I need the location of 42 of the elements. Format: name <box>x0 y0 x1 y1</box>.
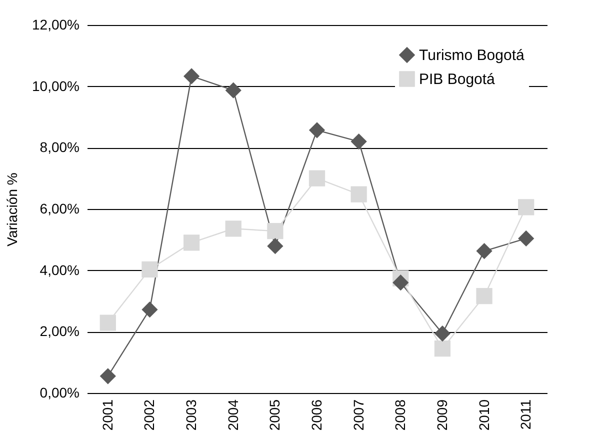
y-axis-title: Variación % <box>4 172 20 246</box>
y-tick-label: 0,00% <box>40 384 80 400</box>
point <box>518 199 534 216</box>
x-tick-label: 2011 <box>518 399 534 430</box>
x-tick-label: 2010 <box>476 399 492 431</box>
point <box>183 234 200 251</box>
point <box>476 242 492 260</box>
point <box>350 133 367 150</box>
point <box>142 302 158 318</box>
x-tick-label: 2006 <box>308 399 324 431</box>
point <box>267 238 284 254</box>
y-tick-label: 8,00% <box>40 139 80 156</box>
x-tick-label: 2007 <box>350 399 366 431</box>
legend-label: Turismo Bogotá <box>419 47 525 64</box>
y-tick-label: 6,00% <box>40 200 80 216</box>
point <box>100 368 116 384</box>
point <box>518 230 534 246</box>
point <box>434 325 451 342</box>
x-tick-label: 2008 <box>392 399 408 431</box>
point <box>308 170 326 186</box>
point <box>225 220 242 237</box>
x-tick-label: 2003 <box>183 399 200 431</box>
x-tick-label: 2002 <box>141 399 158 431</box>
y-tick-label: 12,00% <box>32 16 80 32</box>
point <box>476 288 492 304</box>
point <box>434 340 451 357</box>
point <box>100 314 116 331</box>
x-tick-label: 2005 <box>266 399 283 431</box>
point <box>183 68 200 84</box>
y-tick-label: 2,00% <box>40 323 80 340</box>
y-tick-label: 4,00% <box>40 262 80 278</box>
legend-label: PIB Bogotá <box>419 71 496 88</box>
point <box>142 261 158 278</box>
x-tick-label: 2001 <box>99 399 116 431</box>
point <box>392 274 409 291</box>
point <box>225 82 242 98</box>
x-tick-label: 2009 <box>434 399 450 431</box>
point <box>350 186 367 202</box>
point <box>267 223 284 240</box>
x-tick-label: 2004 <box>224 399 241 431</box>
point <box>308 122 326 138</box>
y-tick-label: 10,00% <box>32 78 80 94</box>
